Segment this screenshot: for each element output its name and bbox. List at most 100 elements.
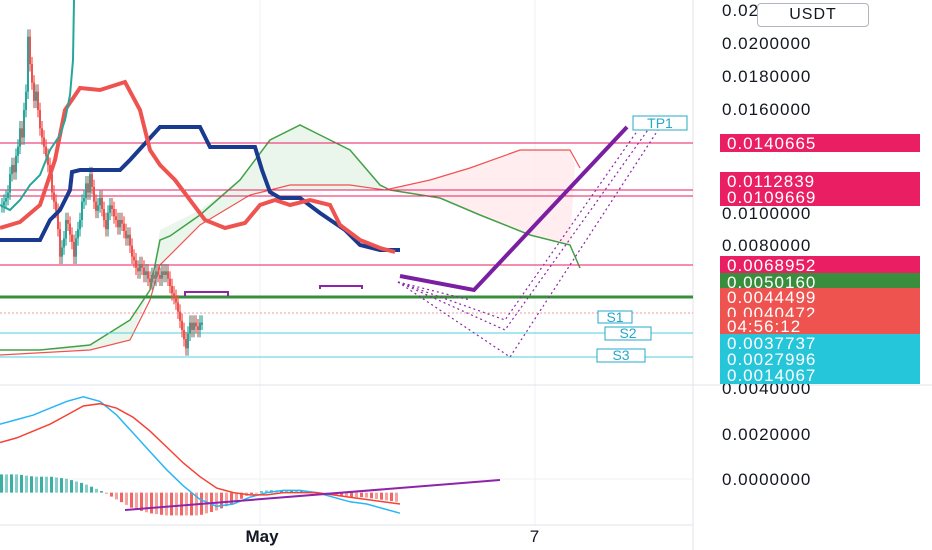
macd-histogram-bar	[395, 492, 398, 502]
senkou-span-a	[0, 124, 581, 351]
candle-body	[29, 36, 31, 65]
price-tag-box	[720, 366, 920, 384]
candle-body	[185, 339, 187, 349]
price-axis-label: 0.0180000	[722, 67, 811, 86]
candle-body	[151, 275, 153, 283]
price-tag-box	[720, 288, 920, 306]
macd-histogram-bar	[160, 492, 163, 515]
candle-body	[33, 82, 35, 101]
price-tag-box	[720, 273, 920, 291]
candle-body	[89, 174, 91, 193]
forecast-path	[397, 281, 471, 301]
price-tag-label: 0.0027996	[727, 350, 816, 369]
macd-histogram-bar	[215, 492, 218, 511]
candle-body	[117, 220, 119, 228]
macd-histogram-bar	[370, 492, 373, 499]
macd-histogram-bar	[135, 492, 138, 510]
price-tag-label: 0.0068952	[727, 256, 816, 275]
candle-body	[181, 320, 183, 330]
candle-body	[63, 238, 65, 248]
macd-histogram-bar	[90, 486, 93, 493]
candle-body	[173, 293, 175, 297]
candle-body	[39, 110, 41, 129]
candle-body	[131, 245, 133, 257]
macd-histogram-bar	[280, 490, 283, 493]
macd-histogram-bar	[150, 492, 153, 514]
macd-axis-label: 0.0000000	[722, 470, 811, 489]
candle-body	[23, 110, 25, 138]
currency-button[interactable]: USDT	[757, 3, 869, 27]
candle-body	[31, 64, 33, 83]
macd-histogram-bar	[35, 476, 38, 493]
macd-histogram-bar	[250, 492, 253, 495]
time-axis-label: 7	[530, 527, 540, 546]
candle-body	[165, 271, 167, 275]
macd-histogram-bar	[65, 478, 68, 493]
macd-histogram-bar	[380, 492, 383, 500]
price-tag-box	[720, 317, 920, 335]
candle-body	[167, 271, 169, 279]
macd-line	[0, 396, 401, 514]
candle-body	[199, 322, 201, 330]
tp1-text: TP1	[647, 115, 673, 131]
candle-body	[119, 220, 121, 228]
low-marker	[319, 285, 363, 289]
macd-histogram-bar	[155, 492, 158, 515]
macd-histogram-bar	[180, 492, 183, 516]
candle-body	[201, 322, 203, 325]
candle-body	[41, 128, 43, 138]
s1-label: S1	[597, 309, 633, 325]
candle-body	[111, 205, 113, 209]
macd-histogram-bar	[235, 492, 238, 502]
price-tag-label: 04:56:12	[727, 317, 801, 336]
candle-body	[25, 91, 27, 110]
candle-body	[45, 146, 47, 156]
candle-body	[93, 187, 95, 202]
candle-body	[135, 260, 137, 268]
macd-histogram-bar	[295, 490, 298, 493]
price-tag-box	[720, 134, 920, 152]
candle-body	[71, 234, 73, 242]
macd-histogram-bar	[70, 480, 73, 493]
low-marker	[184, 291, 229, 296]
candle-body	[109, 205, 111, 213]
macd-histogram-bar	[130, 492, 133, 508]
macd-histogram-bar	[240, 492, 243, 499]
candle-body	[65, 220, 67, 239]
macd-histogram-bar	[25, 475, 28, 493]
macd-histogram-bar	[55, 477, 58, 493]
candle-body	[141, 264, 143, 268]
price-tag-label: 0.0037737	[727, 334, 816, 353]
candle-body	[143, 267, 145, 275]
candle-body	[7, 192, 9, 198]
candle-body	[129, 234, 131, 246]
macd-histogram-bar	[95, 488, 98, 493]
candle-body	[161, 271, 163, 279]
macd-histogram-bar	[120, 492, 123, 503]
candle-body	[147, 271, 149, 279]
macd-histogram-bar	[165, 492, 168, 516]
macd-histogram-bar	[350, 492, 353, 498]
macd-histogram-bar	[390, 492, 393, 502]
macd-histogram-bar	[15, 474, 18, 493]
candle-body	[153, 275, 155, 279]
price-tag-label: 0.0050160	[727, 273, 816, 292]
candle-body	[115, 216, 117, 220]
price-tag-box	[720, 256, 920, 274]
signal-line	[0, 402, 401, 505]
macd-histogram-bar	[225, 492, 228, 507]
candle-body	[51, 174, 53, 193]
candle-body	[101, 198, 103, 209]
candle-body	[121, 220, 123, 224]
macd-histogram-bar	[40, 476, 43, 493]
macd-histogram-bar	[0, 474, 3, 493]
macd-histogram-bar	[105, 492, 108, 494]
macd-histogram-bar	[220, 492, 223, 509]
price-tag-label: 0.0140665	[727, 134, 816, 153]
candle-body	[87, 183, 89, 193]
macd-histogram-bar	[145, 492, 148, 513]
s2-label: S2	[604, 325, 652, 341]
senkou-span-b	[0, 149, 581, 356]
candle-body	[175, 297, 177, 303]
